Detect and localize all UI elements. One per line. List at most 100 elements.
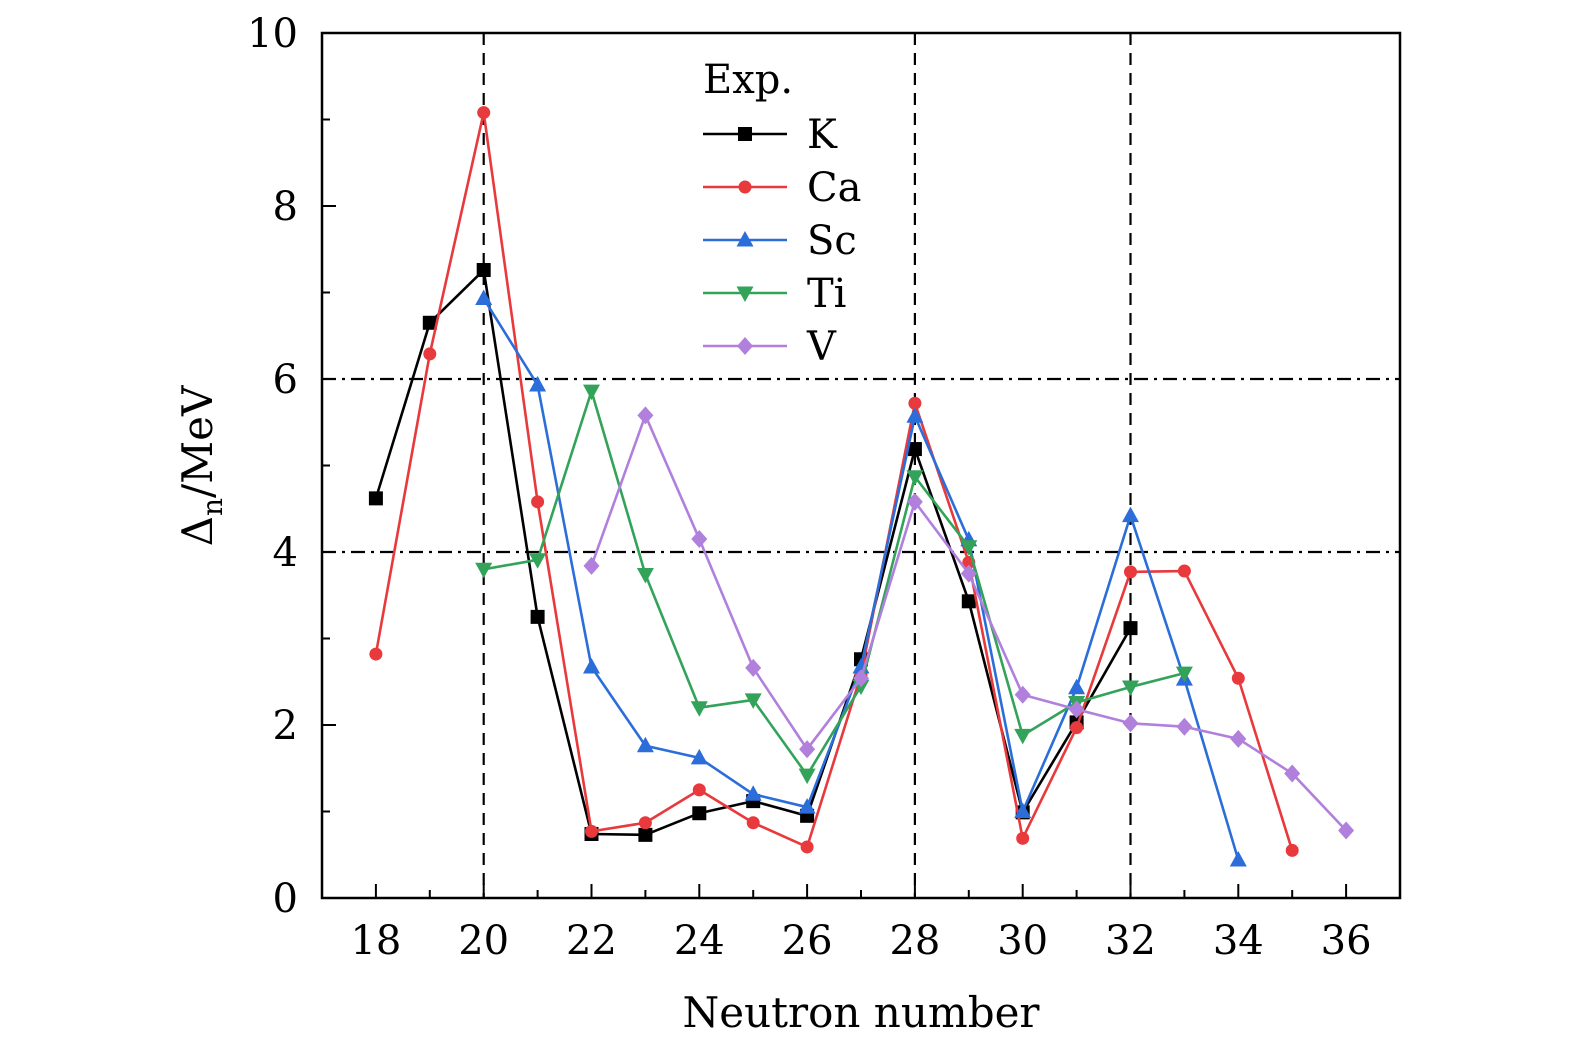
data-point-ti — [1175, 666, 1193, 683]
data-point-sc — [744, 785, 762, 801]
data-point-ca — [369, 647, 383, 661]
series-line-sc — [482, 297, 1240, 861]
reference-lines — [322, 33, 1400, 898]
x-tick-label: 20 — [458, 918, 509, 964]
data-point-ti — [960, 540, 978, 556]
data-point-sc — [636, 736, 654, 753]
data-point-v — [745, 658, 762, 677]
data-point-k — [1123, 621, 1138, 636]
series-line-v — [590, 414, 1348, 832]
legend-label-sc: Sc — [807, 218, 857, 264]
data-point-ti — [583, 384, 600, 401]
data-point-v — [1176, 717, 1193, 736]
y-tick-label: 8 — [273, 184, 298, 230]
y-tick-label: 0 — [273, 876, 298, 922]
data-point-ca — [1124, 565, 1137, 579]
data-point-ca — [1177, 564, 1191, 578]
legend-marker-ti — [736, 286, 754, 302]
legend-marker-ca — [738, 180, 752, 194]
y-axis-title: Δn/MeV — [173, 385, 229, 546]
data-point-ti — [1014, 728, 1032, 745]
data-point-ca — [423, 347, 437, 361]
legend-title: Exp. — [703, 57, 793, 103]
data-point-v — [1068, 700, 1085, 719]
legend-marker-k — [738, 127, 752, 141]
data-point-v — [906, 492, 923, 511]
data-point-sc — [1122, 506, 1139, 523]
data-point-v — [1284, 764, 1301, 783]
data-point-sc — [690, 748, 708, 765]
y-tick-label: 2 — [273, 703, 298, 749]
data-point-k — [530, 609, 545, 624]
data-point-sc — [1229, 850, 1247, 867]
data-point-k — [961, 594, 976, 609]
data-point-ca — [1231, 671, 1245, 685]
y-axis-title-unit: /MeV — [173, 385, 222, 498]
data-point-v — [960, 564, 977, 583]
data-point-ca — [531, 495, 545, 509]
series-line-ca — [374, 111, 1294, 851]
data-point-sc — [798, 798, 816, 814]
x-axis-title: Neutron number — [682, 988, 1040, 1037]
legend-label-v: V — [806, 324, 837, 370]
data-point-v — [1338, 821, 1355, 840]
data-point-ti — [798, 768, 816, 785]
legend: Exp. K Ca Sc Ti V — [703, 57, 861, 370]
x-tick-label: 22 — [566, 918, 617, 964]
data-point-ti — [636, 567, 654, 584]
data-point-k — [476, 263, 491, 278]
data-point-ti — [690, 701, 708, 717]
data-point-sc — [906, 407, 924, 423]
data-point-ca — [638, 816, 652, 830]
data-point-ti — [529, 553, 547, 569]
data-point-k — [638, 827, 653, 842]
y-tick-label: 6 — [273, 357, 298, 403]
x-tick-label: 34 — [1213, 918, 1264, 964]
data-point-ca — [800, 840, 814, 854]
data-point-ca — [585, 824, 598, 838]
series-ti — [475, 384, 1193, 785]
x-tick-label: 28 — [889, 918, 940, 964]
data-point-v — [1122, 714, 1139, 733]
data-point-ca — [908, 396, 922, 410]
data-point-v — [583, 556, 600, 575]
data-point-k — [368, 491, 383, 506]
data-point-v — [799, 740, 816, 759]
data-point-sc — [583, 658, 600, 674]
data-point-sc — [529, 376, 547, 392]
y-tick-label: 10 — [247, 11, 298, 57]
data-point-ti — [475, 562, 493, 579]
x-tick-label: 32 — [1105, 918, 1156, 964]
x-tick-label: 30 — [997, 918, 1048, 964]
legend-marker-v — [737, 337, 753, 355]
data-point-sc — [475, 289, 493, 306]
y-axis-title-subscript: n — [196, 498, 229, 516]
legend-label-k: K — [807, 112, 838, 158]
data-point-ca — [1016, 831, 1030, 845]
data-point-ti — [906, 470, 924, 486]
data-point-ca — [692, 783, 706, 797]
data-point-v — [691, 530, 708, 549]
x-tick-label: 26 — [782, 918, 833, 964]
data-point-k — [907, 442, 922, 457]
data-point-ti — [1122, 680, 1139, 696]
legend-label-ca: Ca — [807, 165, 861, 211]
data-point-k — [692, 806, 707, 821]
x-tick-label: 24 — [674, 918, 725, 964]
x-tick-label: 18 — [350, 918, 401, 964]
data-point-k — [422, 315, 437, 330]
data-point-v — [637, 406, 654, 425]
data-point-v — [853, 669, 869, 688]
data-point-sc — [1068, 678, 1086, 695]
data-point-ca — [477, 106, 491, 120]
data-point-ca — [746, 816, 760, 830]
data-point-ca — [1285, 843, 1299, 857]
series-v — [583, 406, 1355, 840]
y-axis-title-main: Δ — [173, 516, 222, 546]
series-layer — [368, 106, 1355, 867]
data-point-v — [1230, 729, 1247, 748]
data-point-ti — [744, 693, 762, 709]
data-point-v — [1014, 685, 1031, 704]
